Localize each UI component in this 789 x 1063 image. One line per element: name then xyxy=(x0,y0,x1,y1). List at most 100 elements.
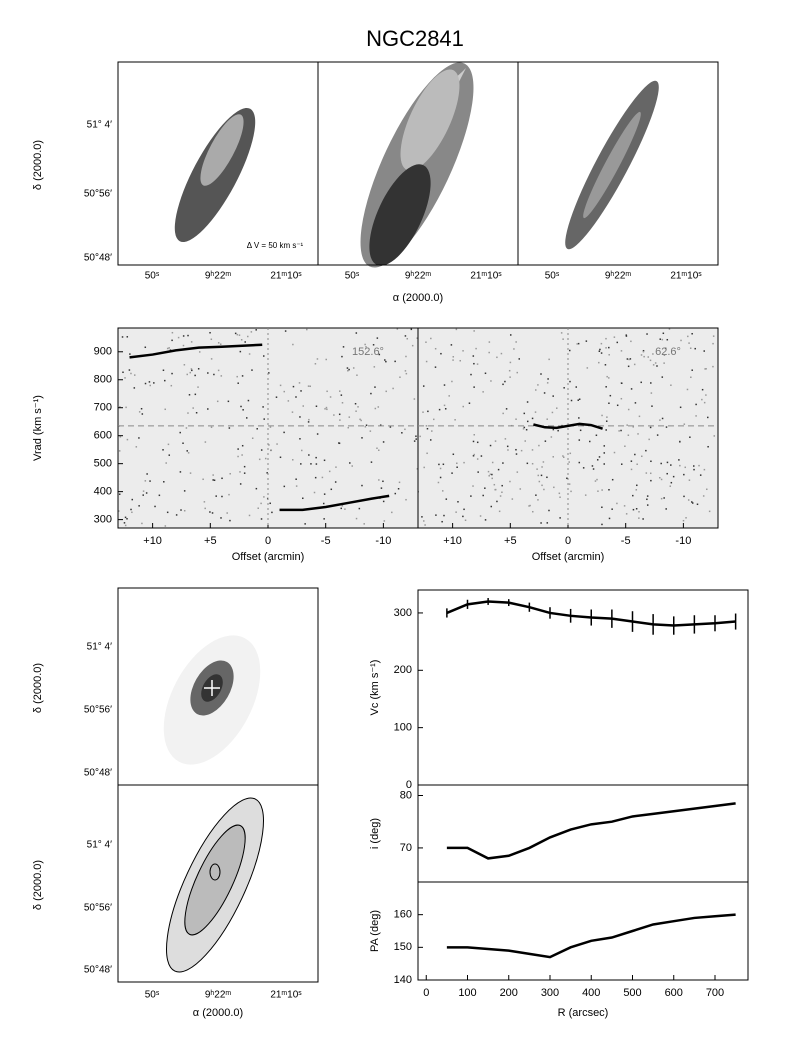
noise xyxy=(243,472,246,474)
noise xyxy=(364,343,366,346)
noise xyxy=(546,476,548,479)
x-tick-label: 200 xyxy=(500,987,518,999)
y-axis-label: δ (2000.0) xyxy=(32,140,44,190)
noise xyxy=(508,369,511,372)
plot-frame xyxy=(417,589,749,786)
noise xyxy=(560,332,563,334)
noise xyxy=(459,359,462,362)
noise xyxy=(424,524,426,526)
noise xyxy=(304,523,306,525)
noise xyxy=(625,335,628,337)
noise xyxy=(668,328,671,330)
noise xyxy=(650,392,653,394)
noise xyxy=(287,400,290,402)
x-axis-label: Offset (arcmin) xyxy=(232,551,305,563)
noise xyxy=(632,494,634,497)
noise xyxy=(688,342,690,344)
noise xyxy=(416,468,419,470)
noise xyxy=(324,408,326,410)
noise xyxy=(145,492,148,494)
noise xyxy=(242,409,244,411)
noise xyxy=(149,480,151,482)
noise xyxy=(546,382,549,384)
noise xyxy=(543,488,545,491)
noise xyxy=(392,387,394,390)
data-line xyxy=(446,913,736,959)
y-tick-label: 400 xyxy=(94,486,112,498)
noise xyxy=(534,411,537,413)
noise xyxy=(516,471,519,473)
noise xyxy=(638,511,640,513)
noise xyxy=(439,467,442,470)
noise xyxy=(426,452,428,455)
noise xyxy=(638,415,641,418)
noise xyxy=(158,494,161,497)
noise xyxy=(568,349,571,352)
dec-tick-label: 51° 4′ xyxy=(87,642,112,653)
noise xyxy=(504,380,506,383)
noise xyxy=(300,390,302,392)
y-tick-label: 140 xyxy=(394,974,412,986)
noise xyxy=(695,415,697,417)
noise xyxy=(603,463,605,465)
noise xyxy=(672,475,675,478)
noise xyxy=(434,347,437,350)
noise xyxy=(357,406,359,408)
noise xyxy=(523,412,526,415)
y-tick-label: 80 xyxy=(400,789,412,801)
noise xyxy=(237,455,239,458)
noise xyxy=(462,350,464,352)
noise xyxy=(183,364,186,366)
noise xyxy=(204,441,207,443)
noise xyxy=(122,371,124,374)
noise xyxy=(227,400,230,403)
noise xyxy=(630,340,632,343)
noise xyxy=(645,449,647,452)
noise xyxy=(279,384,282,387)
noise xyxy=(642,349,645,352)
noise xyxy=(443,384,446,386)
noise xyxy=(472,455,475,457)
noise xyxy=(376,447,378,450)
noise xyxy=(563,387,565,389)
noise xyxy=(270,449,273,451)
noise xyxy=(496,500,498,503)
y-tick-label: 300 xyxy=(394,607,412,619)
noise xyxy=(695,403,697,406)
noise xyxy=(473,386,475,388)
noise xyxy=(186,373,189,376)
noise xyxy=(620,463,623,465)
noise xyxy=(588,440,591,443)
noise xyxy=(283,485,286,488)
noise xyxy=(346,367,349,369)
noise xyxy=(632,508,635,511)
noise xyxy=(666,461,669,464)
noise xyxy=(244,341,246,343)
noise xyxy=(703,401,706,404)
noise xyxy=(347,426,350,429)
noise xyxy=(315,405,318,408)
noise xyxy=(413,440,416,442)
noise xyxy=(329,396,332,398)
noise xyxy=(237,382,239,384)
noise xyxy=(138,505,140,507)
y-tick-label: 600 xyxy=(94,430,112,442)
noise xyxy=(405,355,407,358)
noise xyxy=(540,522,542,524)
noise xyxy=(128,369,131,371)
noise xyxy=(180,509,182,511)
noise xyxy=(284,330,287,332)
noise xyxy=(646,504,649,506)
noise xyxy=(511,498,514,500)
noise xyxy=(342,346,345,348)
noise xyxy=(683,473,685,476)
noise xyxy=(399,376,401,378)
noise xyxy=(179,431,181,434)
noise xyxy=(423,520,425,522)
noise xyxy=(620,350,623,352)
noise xyxy=(683,423,686,425)
noise xyxy=(239,471,241,473)
noise xyxy=(491,461,494,464)
data-line xyxy=(279,494,390,512)
noise xyxy=(628,358,630,361)
